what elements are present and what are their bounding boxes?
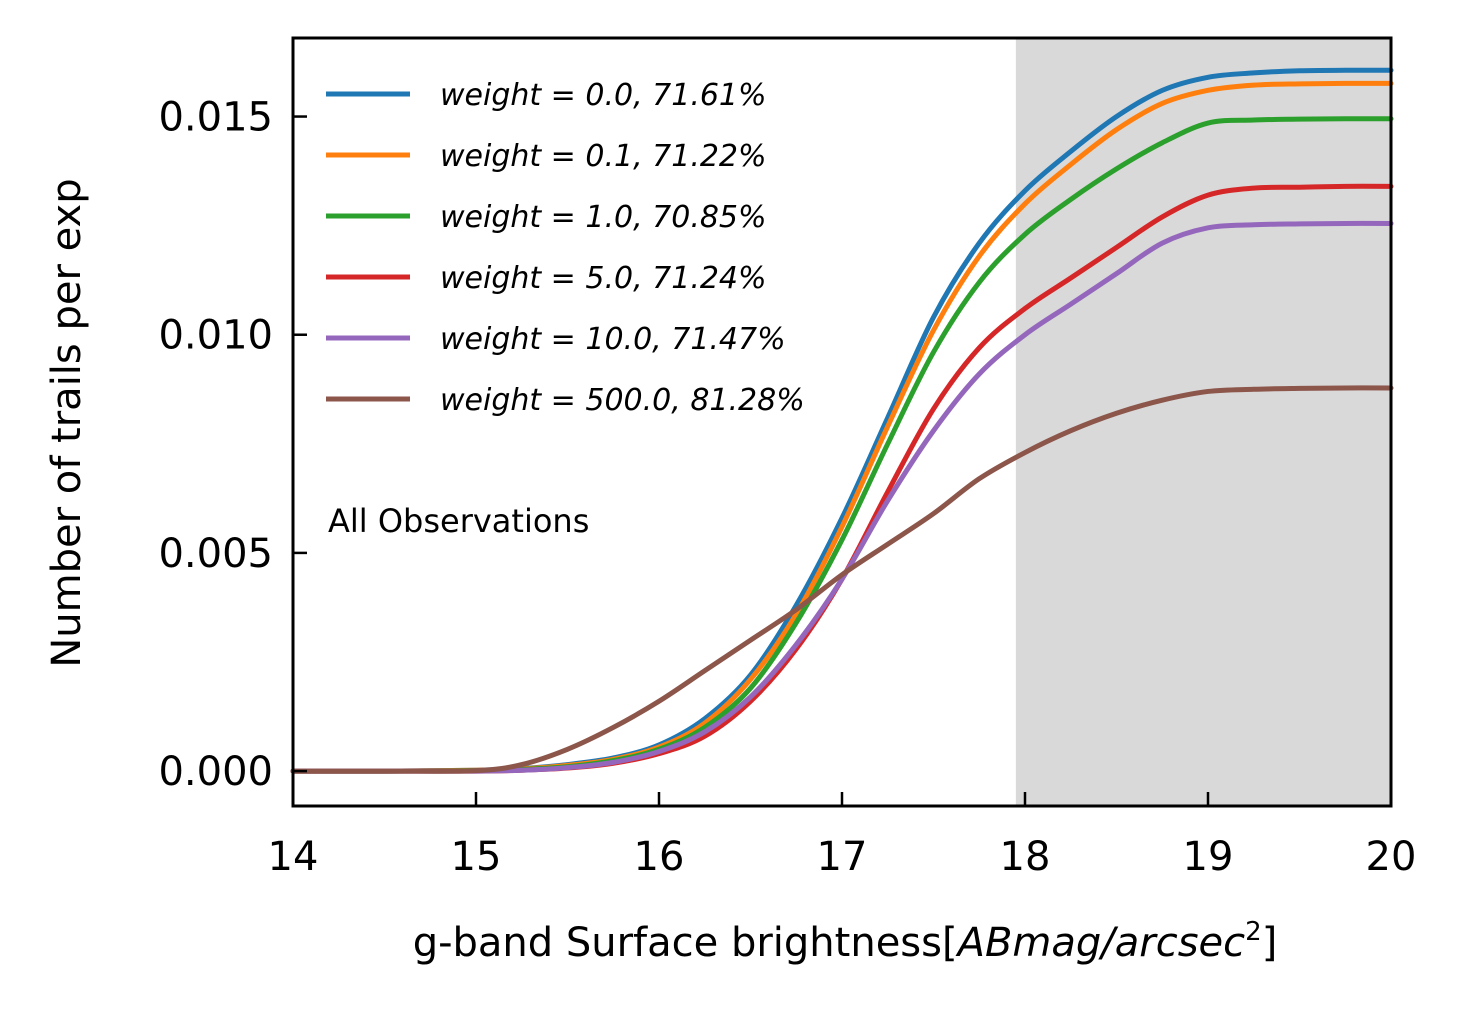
x-tick-label-4: 18: [1000, 834, 1051, 880]
x-tick-label-3: 17: [817, 834, 868, 880]
legend-label-2: weight = 1.0, 70.85%: [440, 200, 767, 235]
x-axis-label-suffix: ]: [1262, 920, 1278, 966]
x-tick-label-1: 15: [451, 834, 502, 880]
legend-label-3: weight = 5.0, 71.24%: [440, 261, 767, 296]
ticks-layer: 14 15 16 17 18 19 20 0.000 0.005 0.010 0.015: [158, 95, 1416, 880]
x-tick-label-0: 14: [268, 834, 319, 880]
legend-label-4: weight = 10.0, 71.47%: [440, 322, 786, 357]
legend-label-0: weight = 0.0, 71.61%: [440, 78, 767, 113]
y-tick-label-3: 0.015: [158, 95, 273, 141]
annotation-all-observations: All Observations: [328, 502, 589, 540]
series-line-5: [290, 385, 1394, 774]
x-axis-label-exponent: 2: [1245, 917, 1262, 947]
legend-label-5: weight = 500.0, 81.28%: [440, 383, 805, 418]
legend-label-1: weight = 0.1, 71.22%: [440, 139, 767, 174]
x-axis-label: g-band Surface brightness[ABmag/arcsec2]: [413, 917, 1278, 966]
x-tick-label-6: 20: [1366, 834, 1417, 880]
series-line-4: [290, 220, 1394, 774]
series-layer: [290, 67, 1394, 774]
x-axis-label-math: ABmag/arcsec: [955, 920, 1246, 966]
x-axis-label-prefix: g-band Surface brightness[: [413, 920, 958, 966]
y-tick-label-1: 0.005: [158, 531, 273, 577]
y-tick-label-2: 0.010: [158, 313, 273, 359]
shaded-region: [1015, 38, 1391, 806]
x-tick-label-2: 16: [634, 834, 685, 880]
legend: weight = 0.0, 71.61% weight = 0.1, 71.22%…: [326, 78, 805, 418]
y-axis-label: Number of trails per exp: [44, 178, 90, 667]
x-tick-label-5: 19: [1183, 834, 1234, 880]
y-tick-label-0: 0.000: [158, 749, 273, 795]
